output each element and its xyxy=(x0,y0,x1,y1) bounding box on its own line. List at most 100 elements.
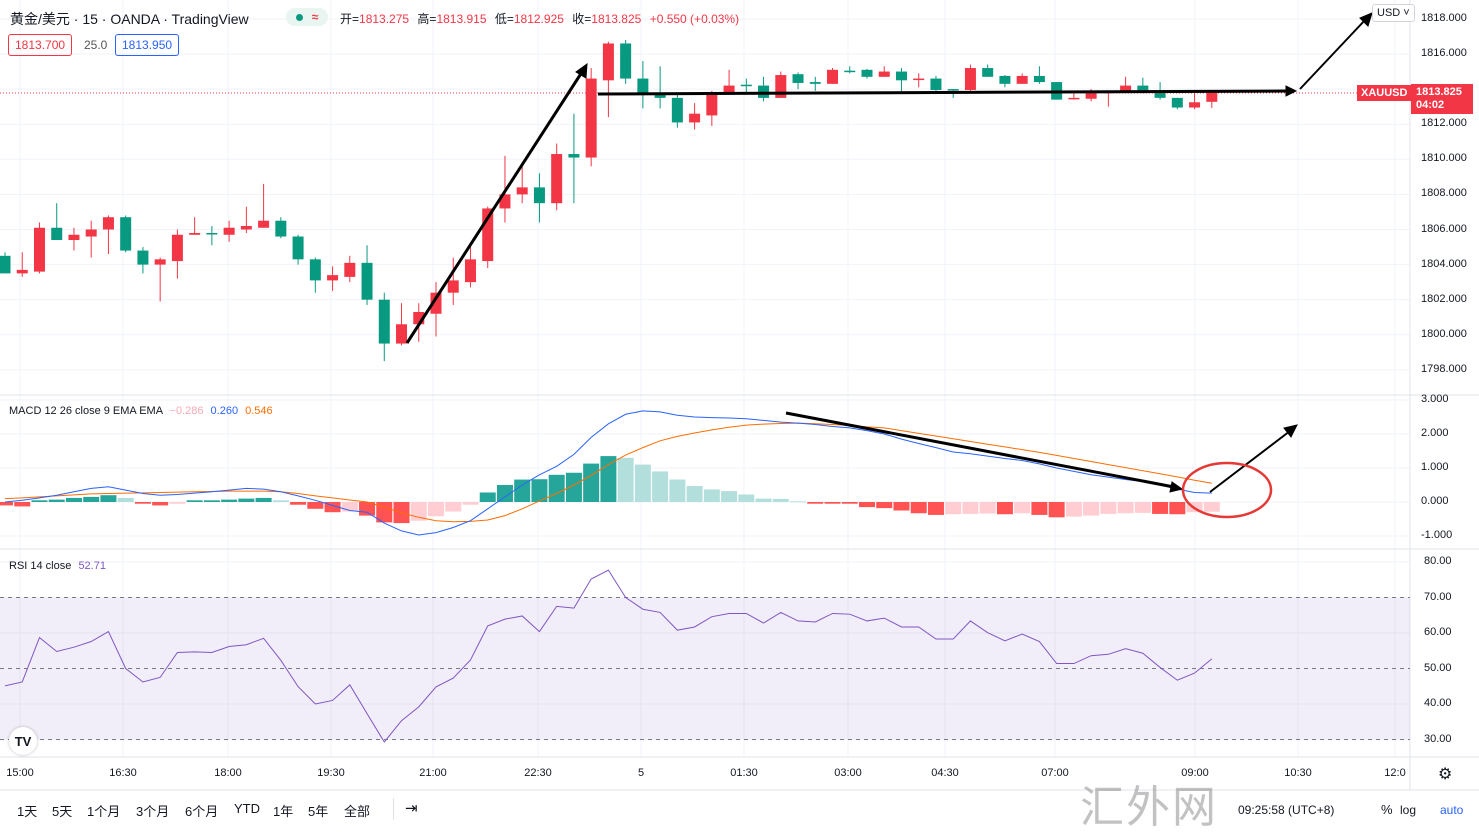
buy-button[interactable]: 1813.950 xyxy=(115,34,180,56)
macd-histogram-bar xyxy=(600,456,617,502)
price-tick-label: 1804.000 xyxy=(1421,257,1467,270)
log-toggle[interactable]: log xyxy=(1400,803,1417,817)
candle-body xyxy=(0,255,11,274)
time-tick-label: 07:00 xyxy=(1041,767,1069,779)
macd-histogram-bar xyxy=(1100,502,1117,514)
macd-histogram-bar xyxy=(48,499,65,502)
candle-body xyxy=(223,227,235,235)
macd-histogram-bar xyxy=(686,486,703,502)
candle-body xyxy=(861,69,873,77)
percent-toggle[interactable]: % xyxy=(1381,802,1393,817)
macd-histogram-bar xyxy=(807,502,824,504)
candle-body xyxy=(982,68,994,77)
market-status[interactable]: ≈ xyxy=(286,8,328,26)
low-value: 1812.925 xyxy=(513,12,564,26)
macd-histogram-bar xyxy=(238,498,255,502)
macd-histogram-bar xyxy=(721,491,738,502)
candle-body xyxy=(568,154,580,158)
goto-date-icon[interactable]: ⇥ xyxy=(405,800,418,817)
candle-body xyxy=(654,92,666,98)
range-button-1[interactable]: 5天 xyxy=(52,804,73,819)
macd-histogram-bar xyxy=(428,502,444,517)
macd-histogram-bar xyxy=(703,489,720,502)
candle-body xyxy=(1137,85,1149,92)
macd-histogram-bar xyxy=(100,495,117,502)
candle-body xyxy=(620,43,632,79)
watermark: 汇外网 xyxy=(1080,782,1218,833)
rsi-tick-label: 70.00 xyxy=(1424,590,1452,603)
range-button-2[interactable]: 1个月 xyxy=(87,804,121,819)
symbol-title[interactable]: 黄金/美元 · 15 · OANDA · TradingView xyxy=(10,11,249,27)
range-button-6[interactable]: 1年 xyxy=(273,804,294,819)
arrowhead xyxy=(1169,481,1184,493)
range-button-3[interactable]: 3个月 xyxy=(136,804,170,819)
macd-histogram-bar xyxy=(531,479,548,502)
macd-histogram-bar xyxy=(738,494,755,502)
candle-body xyxy=(1189,102,1201,108)
rsi-title: RSI 14 close xyxy=(9,560,72,572)
last-price-label: 1813.825 04:02 xyxy=(1411,84,1473,114)
macd-histogram-bar xyxy=(996,502,1013,515)
clock[interactable]: 09:25:58 (UTC+8) xyxy=(1238,803,1335,817)
candle-body xyxy=(878,71,890,77)
candle-body xyxy=(33,227,45,272)
candle-body xyxy=(413,311,425,325)
macd-legend[interactable]: MACD 12 26 close 9 EMA EMA −0.286 0.260 … xyxy=(9,405,273,417)
open-label: 开= xyxy=(340,12,360,26)
candle-body xyxy=(499,194,511,209)
macd-histogram-bar xyxy=(255,497,272,502)
macd-histogram-bar xyxy=(324,502,341,513)
macd-histogram-bar xyxy=(307,502,324,509)
macd-pane xyxy=(0,410,1220,536)
rsi-legend[interactable]: RSI 14 close 52.71 xyxy=(9,560,106,572)
change-value: +0.550 (+0.03%) xyxy=(649,12,740,26)
candle-body xyxy=(930,78,942,90)
candle-body xyxy=(189,233,201,235)
bar-countdown: 04:02 xyxy=(1416,99,1445,111)
macd-line xyxy=(4,410,1212,536)
range-button-4[interactable]: 6个月 xyxy=(185,804,219,819)
macd-histogram-bar xyxy=(221,499,238,502)
macd-histogram-bar xyxy=(859,502,875,508)
price-tick-label: 1816.000 xyxy=(1421,47,1467,59)
rsi-tick-label: 40.00 xyxy=(1424,697,1452,709)
macd-histogram-bar xyxy=(1117,502,1134,514)
candle-body xyxy=(1016,75,1028,84)
macd-histogram-bar xyxy=(117,497,134,502)
price-tick-label: 1802.000 xyxy=(1421,292,1467,305)
candle-body xyxy=(464,259,476,283)
candle-body xyxy=(913,78,925,81)
candle-body xyxy=(344,262,356,277)
candle-body xyxy=(258,220,270,228)
macd-histogram-bar xyxy=(0,502,13,506)
candle-body xyxy=(206,233,218,235)
currency-select[interactable]: USD ˅ xyxy=(1372,4,1415,22)
candle-body xyxy=(378,299,390,344)
macd-tick-label: 2.000 xyxy=(1421,427,1449,439)
candle-body xyxy=(85,229,97,237)
time-tick-label: 01:30 xyxy=(730,767,758,779)
candle-body xyxy=(827,69,839,84)
macd-histogram-bar xyxy=(186,500,203,502)
range-button-8[interactable]: 全部 xyxy=(344,804,371,819)
sell-button[interactable]: 1813.700 xyxy=(8,34,73,56)
macd-histogram-bar xyxy=(31,500,48,502)
candle-body xyxy=(327,275,339,281)
high-value: 1813.915 xyxy=(436,12,487,26)
range-button-0[interactable]: 1天 xyxy=(17,804,38,819)
macd-histogram-bar xyxy=(652,471,669,502)
settings-gear-icon[interactable]: ⚙ xyxy=(1438,766,1453,783)
uptrend-arrow xyxy=(405,71,584,344)
macd-trend-arrow xyxy=(785,411,1175,489)
range-button-7[interactable]: 5年 xyxy=(308,804,329,819)
tradingview-logo[interactable]: TV xyxy=(9,727,37,755)
macd-tick-label: 1.000 xyxy=(1421,461,1449,473)
range-button-5[interactable]: YTD xyxy=(234,801,260,816)
rsi-tick-label: 50.00 xyxy=(1424,661,1452,674)
auto-toggle[interactable]: auto xyxy=(1440,803,1464,817)
candle-body xyxy=(585,78,597,158)
candle-body xyxy=(723,85,735,93)
macd-histogram-bar xyxy=(1169,502,1186,515)
macd-histogram-bar xyxy=(617,457,634,502)
